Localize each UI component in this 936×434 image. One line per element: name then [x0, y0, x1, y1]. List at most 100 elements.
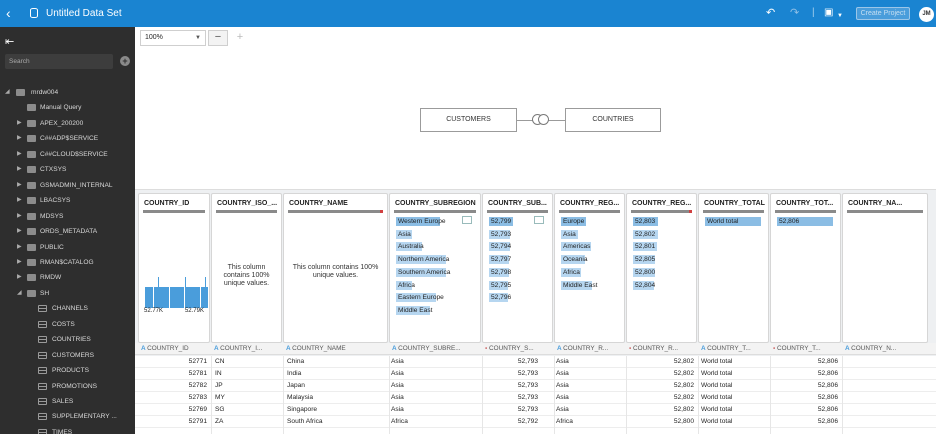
- histogram-bar[interactable]: [177, 286, 178, 308]
- value-row[interactable]: 52,798: [489, 267, 548, 278]
- table-column-header[interactable]: A COUNTRY_T...: [701, 343, 768, 355]
- join-icon[interactable]: [532, 114, 550, 126]
- tree-item[interactable]: ▶ RMAN$CATALOG: [0, 255, 135, 270]
- chevron-right-icon[interactable]: ▶: [17, 181, 22, 188]
- histogram-bar[interactable]: [202, 286, 204, 308]
- histogram-bar[interactable]: [148, 286, 150, 308]
- histogram-bar[interactable]: [170, 286, 172, 308]
- value-row[interactable]: Asia: [396, 229, 476, 240]
- histogram-bar[interactable]: [157, 277, 159, 308]
- value-row[interactable]: Middle East: [396, 305, 476, 316]
- table-column-header[interactable]: A COUNTRY_R...: [557, 343, 624, 355]
- tree-item[interactable]: ▶ CTXSYS: [0, 162, 135, 177]
- tree-item[interactable]: ◢ SH: [0, 286, 135, 301]
- histogram-bar[interactable]: [201, 286, 203, 308]
- tree-item[interactable]: ▶ C##CLOUD$SERVICE: [0, 147, 135, 162]
- histogram-bar[interactable]: [194, 286, 196, 308]
- chevron-right-icon[interactable]: ▶: [17, 258, 22, 265]
- table-column-header[interactable]: A COUNTRY_NAME: [286, 343, 387, 355]
- value-row[interactable]: 52,800: [633, 267, 692, 278]
- histogram-bar[interactable]: [166, 286, 168, 308]
- histogram-bar[interactable]: [204, 277, 206, 308]
- search-input[interactable]: Search: [5, 54, 113, 69]
- profile-card[interactable]: COUNTRY_TOTAL World total: [698, 193, 769, 343]
- tree-item[interactable]: ▶ ORDS_METADATA: [0, 224, 135, 239]
- value-row[interactable]: Africa: [396, 280, 476, 291]
- chevron-right-icon[interactable]: ▶: [17, 135, 22, 142]
- chevron-right-icon[interactable]: ▶: [17, 119, 22, 126]
- histogram[interactable]: [145, 277, 208, 308]
- add-connection-icon[interactable]: +: [120, 56, 130, 66]
- histogram-bar[interactable]: [151, 286, 153, 308]
- table-column-header[interactable]: ▪ COUNTRY_T...: [773, 343, 840, 355]
- histogram-bar[interactable]: [191, 286, 193, 308]
- table-column-header[interactable]: A COUNTRY_N...: [845, 343, 927, 355]
- histogram-bar[interactable]: [156, 286, 158, 308]
- tree-item[interactable]: SUPPLEMENTARY ...: [0, 409, 135, 424]
- save-icon[interactable]: ▣: [824, 7, 834, 18]
- profile-card[interactable]: COUNTRY_SUB... 52,799 52,793 52,794 52,797 52…: [482, 193, 553, 343]
- value-row[interactable]: 52,805: [633, 254, 692, 265]
- histogram-bar[interactable]: [145, 286, 146, 308]
- histogram-bar[interactable]: [146, 286, 147, 308]
- tree-item[interactable]: CHANNELS: [0, 301, 135, 316]
- histogram-bar[interactable]: [179, 286, 181, 308]
- tree-item[interactable]: ▶ APEX_200200: [0, 116, 135, 131]
- histogram-bar[interactable]: [196, 286, 198, 308]
- tree-item[interactable]: ▶ MDSYS: [0, 209, 135, 224]
- histogram-bar[interactable]: [174, 286, 176, 308]
- chevron-down-icon[interactable]: ▼: [837, 13, 843, 19]
- histogram-bar[interactable]: [150, 286, 152, 308]
- value-row[interactable]: 52,804: [633, 280, 692, 291]
- histogram-bar[interactable]: [189, 286, 191, 308]
- histogram-bar[interactable]: [180, 286, 182, 308]
- value-row[interactable]: Australia: [396, 241, 476, 252]
- table-column-header[interactable]: A COUNTRY_SUBRE...: [392, 343, 480, 355]
- table-row[interactable]: 52771 CN China Asia 52,793 Asia 52,802 World to…: [135, 356, 936, 368]
- value-row[interactable]: 52,796: [489, 292, 548, 303]
- histogram-bar[interactable]: [185, 286, 187, 308]
- tree-item[interactable]: Manual Query: [0, 100, 135, 115]
- value-row[interactable]: Africa: [561, 267, 620, 278]
- chevron-down-icon[interactable]: ◢: [5, 89, 10, 95]
- value-row[interactable]: Americas: [561, 241, 620, 252]
- value-row[interactable]: 52,799: [489, 216, 548, 227]
- histogram-bar[interactable]: [186, 286, 188, 308]
- select-checkbox[interactable]: [462, 216, 472, 224]
- tree-item[interactable]: SALES: [0, 394, 135, 409]
- value-row[interactable]: Western Europe: [396, 216, 476, 227]
- histogram-bar[interactable]: [183, 286, 185, 308]
- profile-card[interactable]: COUNTRY_SUBREGION Western Europe Asia Austr…: [389, 193, 481, 343]
- histogram-bar[interactable]: [162, 286, 163, 308]
- histogram-bar[interactable]: [168, 286, 170, 308]
- table-column-header[interactable]: ▪ COUNTRY_S...: [485, 343, 552, 355]
- tree-item[interactable]: COSTS: [0, 317, 135, 332]
- histogram-bar[interactable]: [182, 286, 184, 308]
- table-column-header[interactable]: A COUNTRY_ID: [141, 343, 209, 355]
- chevron-right-icon[interactable]: ▶: [17, 212, 22, 219]
- histogram-bar[interactable]: [184, 277, 186, 308]
- value-row[interactable]: 52,794: [489, 241, 548, 252]
- tree-item[interactable]: ▶ PUBLIC: [0, 240, 135, 255]
- tree-item[interactable]: ▶ LBACSYS: [0, 193, 135, 208]
- histogram-bar[interactable]: [155, 286, 157, 308]
- histogram-bar[interactable]: [187, 286, 189, 308]
- value-row[interactable]: 52,806: [777, 216, 836, 227]
- chevron-right-icon[interactable]: ▶: [17, 274, 22, 281]
- value-row[interactable]: 52,797: [489, 254, 548, 265]
- histogram-bar[interactable]: [175, 286, 177, 308]
- table-row[interactable]: 52783 MY Malaysia Asia 52,793 Asia 52,802 World…: [135, 392, 936, 404]
- table-row[interactable]: 52782 JP Japan Asia 52,793 Asia 52,802 World to…: [135, 380, 936, 392]
- histogram-bar[interactable]: [199, 286, 201, 308]
- table-column-header[interactable]: A COUNTRY_I...: [214, 343, 281, 355]
- tree-item[interactable]: CUSTOMERS: [0, 348, 135, 363]
- tree-item[interactable]: PRODUCTS: [0, 363, 135, 378]
- profile-card[interactable]: COUNTRY_NAME This column contains 100% un…: [283, 193, 388, 343]
- histogram-bar[interactable]: [205, 286, 207, 308]
- histogram-bar[interactable]: [181, 286, 183, 308]
- tree-item[interactable]: ▶ GSMADMIN_INTERNAL: [0, 178, 135, 193]
- tree-item[interactable]: ◢ mrdw004: [0, 85, 135, 100]
- value-row[interactable]: 52,802: [633, 229, 692, 240]
- entity-customers[interactable]: CUSTOMERS: [420, 108, 517, 132]
- histogram-bar[interactable]: [152, 286, 154, 308]
